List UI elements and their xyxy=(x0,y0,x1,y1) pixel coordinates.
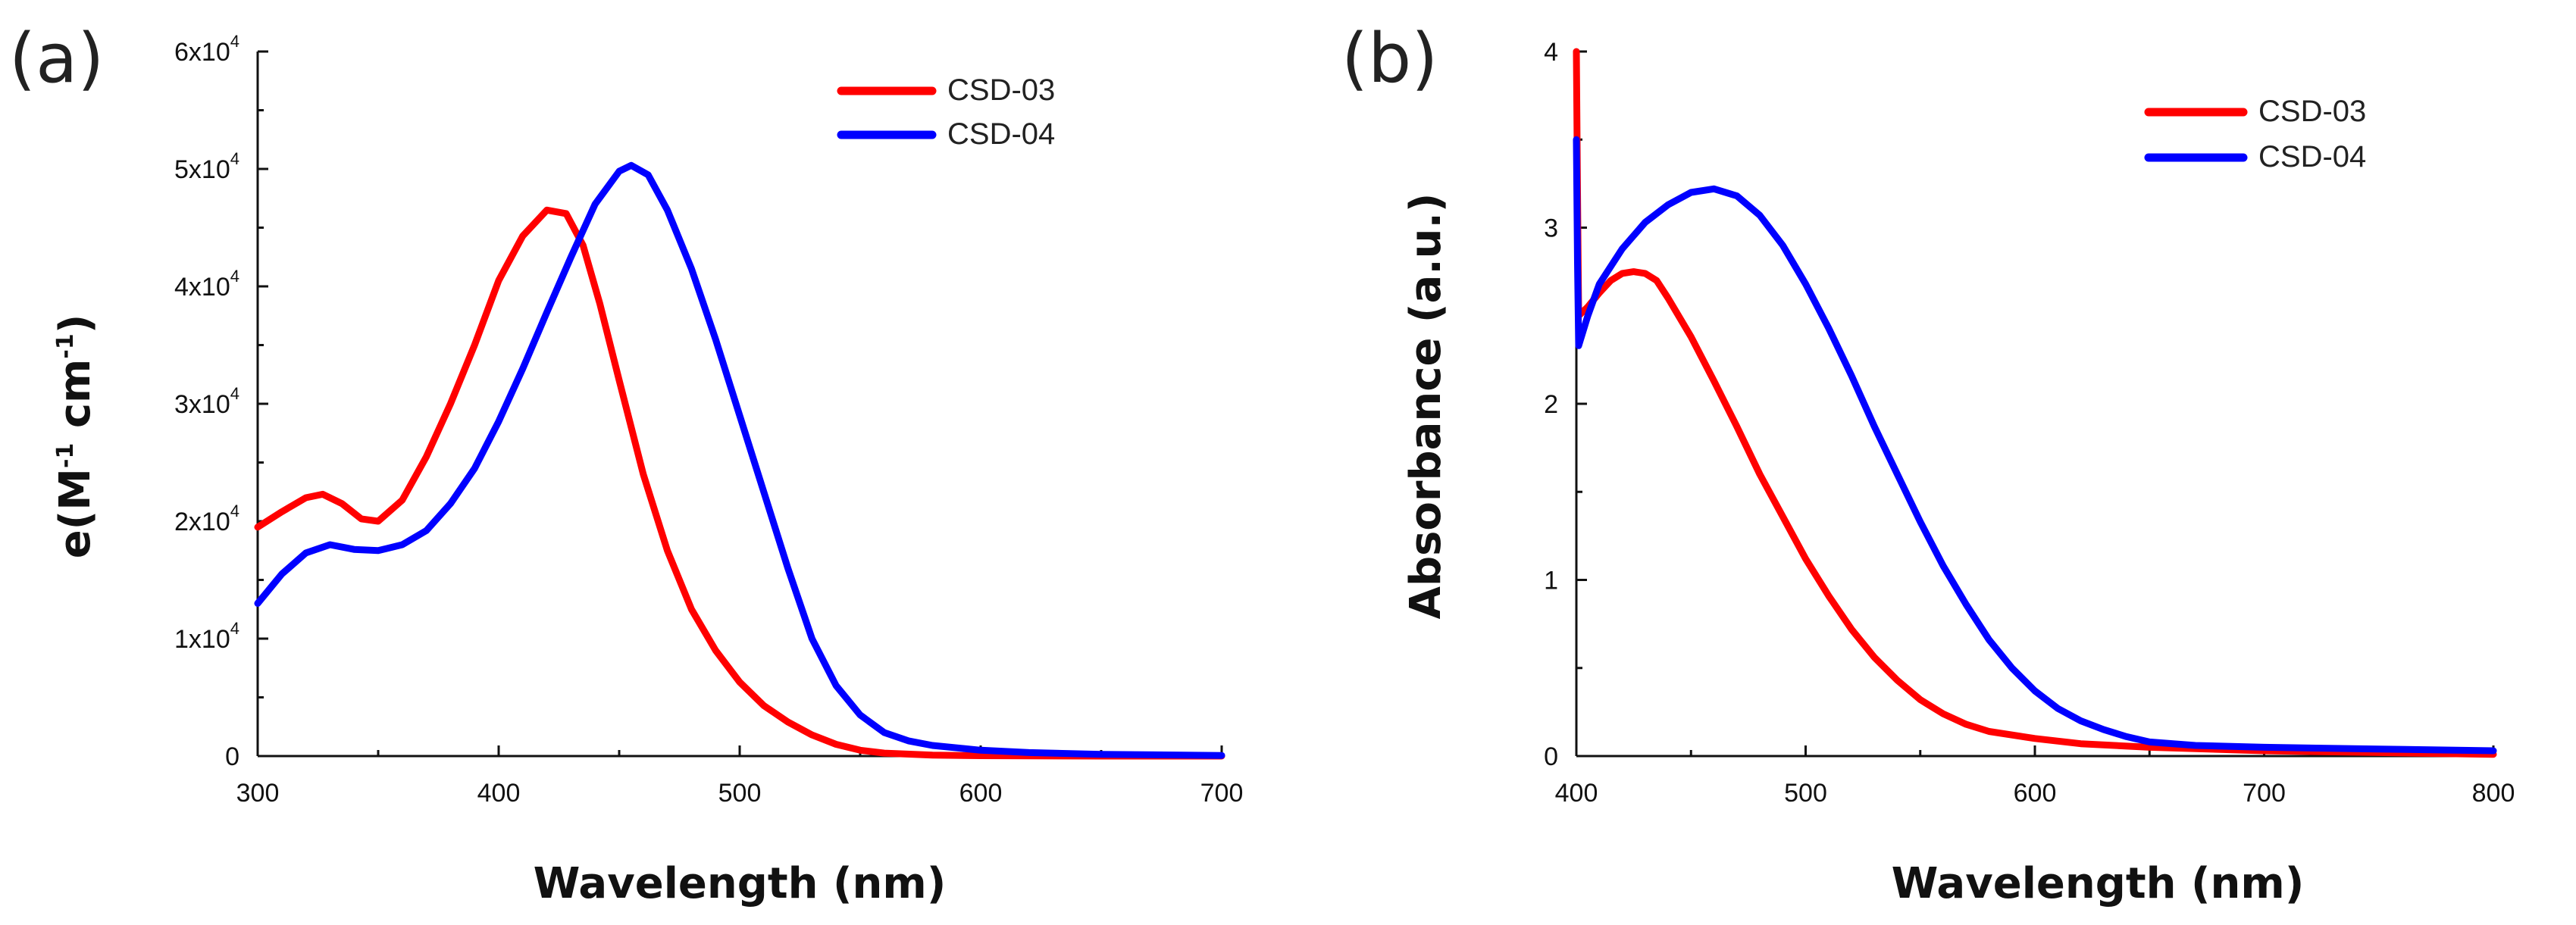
panel-a-y-axis-title: e(M-1 cm-1) xyxy=(51,314,100,559)
panel-a-x-axis-title: Wavelength (nm) xyxy=(534,859,947,908)
y-tick-label: 3 xyxy=(1544,214,1558,243)
panel-b-label: (b) xyxy=(1341,19,1438,98)
x-tick-label: 300 xyxy=(236,779,280,808)
y-tick-label: 6x104 xyxy=(174,32,239,67)
y-tick-label: 4 xyxy=(1544,38,1558,67)
legend-label-csd-04: CSD-04 xyxy=(947,117,1055,151)
x-tick-label: 600 xyxy=(959,779,1003,808)
y-tick-label: 2x104 xyxy=(174,502,239,536)
y-tick-label: 1 xyxy=(1544,567,1558,595)
x-tick-label: 400 xyxy=(477,779,521,808)
x-tick-label: 500 xyxy=(1784,779,1827,808)
x-tick-label: 500 xyxy=(718,779,762,808)
series-line-csd-03 xyxy=(1573,48,2497,758)
panel-a: (a) 300 400 500 600 700 0 1x104 2x104 3x104 4x104… xyxy=(9,19,1243,908)
y-tick-label: 1x104 xyxy=(174,619,239,654)
series-line-csd-04 xyxy=(1573,136,2497,755)
legend-label-csd-03: CSD-03 xyxy=(2258,95,2366,128)
y-tick-label: 0 xyxy=(225,742,239,771)
y-tick-label: 0 xyxy=(1544,742,1558,771)
panel-b-x-axis-title: Wavelength (nm) xyxy=(1892,859,2305,908)
x-tick-label: 700 xyxy=(2243,779,2286,808)
series-line-csd-03 xyxy=(254,206,1225,760)
y-tick-label: 4x104 xyxy=(174,267,239,302)
x-tick-label: 600 xyxy=(2014,779,2057,808)
legend: CSD-03 CSD-04 xyxy=(837,73,1055,151)
x-tick-label: 800 xyxy=(2472,779,2515,808)
y-tick-label: 3x104 xyxy=(174,384,239,419)
series-line-csd-04 xyxy=(254,161,1225,759)
panel-b: (b) 400 500 600 700 800 0 1 2 3 4 CSD-03 CSD-04 Wa… xyxy=(1341,19,2515,908)
legend-label-csd-04: CSD-04 xyxy=(2258,140,2366,173)
legend-label-csd-03: CSD-03 xyxy=(947,73,1055,107)
x-tick-label: 400 xyxy=(1555,779,1598,808)
x-tick-label: 700 xyxy=(1200,779,1244,808)
legend: CSD-03 CSD-04 xyxy=(2144,95,2366,173)
y-tick-label: 2 xyxy=(1544,390,1558,419)
panel-b-y-axis-title: Absorbance (a.u.) xyxy=(1401,193,1451,620)
panel-a-label: (a) xyxy=(9,19,104,98)
y-tick-label: 5x104 xyxy=(174,149,239,184)
